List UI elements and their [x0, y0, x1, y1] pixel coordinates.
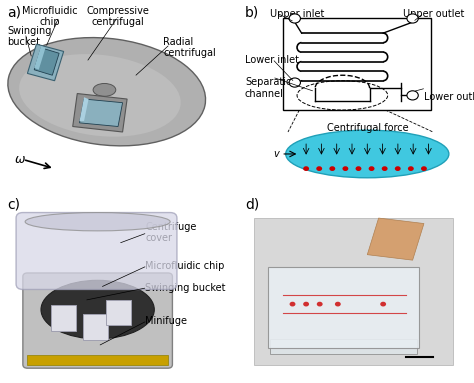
Text: Compressive
centrifugal: Compressive centrifugal [87, 6, 149, 27]
Text: Radial
centrifugal: Radial centrifugal [164, 37, 216, 58]
Polygon shape [34, 48, 59, 75]
Circle shape [329, 166, 335, 171]
Text: Swinging bucket: Swinging bucket [145, 283, 226, 293]
FancyBboxPatch shape [268, 267, 419, 348]
Ellipse shape [19, 54, 181, 137]
Text: Separation
channel: Separation channel [245, 77, 298, 99]
Text: $\omega$: $\omega$ [14, 153, 26, 166]
Circle shape [342, 166, 348, 171]
Circle shape [303, 166, 309, 171]
Text: d): d) [245, 198, 259, 212]
FancyBboxPatch shape [254, 218, 454, 365]
Circle shape [289, 14, 301, 23]
Text: Centrifugal force: Centrifugal force [327, 123, 408, 133]
Circle shape [407, 91, 418, 100]
Text: Upper inlet: Upper inlet [270, 9, 324, 19]
Circle shape [317, 302, 323, 306]
Circle shape [356, 166, 362, 171]
Circle shape [407, 14, 418, 23]
FancyBboxPatch shape [83, 314, 108, 340]
Text: b): b) [245, 6, 259, 20]
Ellipse shape [8, 38, 206, 146]
Ellipse shape [93, 83, 116, 96]
FancyBboxPatch shape [16, 213, 177, 290]
Ellipse shape [286, 130, 449, 178]
FancyBboxPatch shape [270, 339, 417, 354]
Circle shape [335, 302, 341, 306]
FancyBboxPatch shape [27, 355, 168, 365]
Circle shape [289, 78, 301, 87]
Circle shape [369, 166, 374, 171]
Polygon shape [367, 218, 424, 260]
Text: c): c) [7, 198, 20, 212]
Circle shape [408, 166, 414, 171]
Text: Upper outlet: Upper outlet [403, 9, 465, 19]
Circle shape [303, 302, 309, 306]
Circle shape [421, 166, 427, 171]
Polygon shape [73, 93, 127, 132]
FancyBboxPatch shape [23, 273, 173, 368]
Circle shape [316, 166, 322, 171]
Text: Microfluidic
chip: Microfluidic chip [22, 6, 78, 27]
Text: Centrifuge
cover: Centrifuge cover [145, 222, 197, 244]
Ellipse shape [41, 280, 155, 339]
Polygon shape [27, 44, 64, 81]
FancyBboxPatch shape [51, 305, 76, 331]
FancyBboxPatch shape [283, 18, 431, 110]
Text: Minifuge: Minifuge [145, 316, 187, 326]
Circle shape [380, 302, 386, 306]
Text: Microfluidic chip: Microfluidic chip [145, 261, 225, 271]
Text: v: v [274, 149, 280, 159]
Text: Lower outlet: Lower outlet [424, 92, 474, 102]
Circle shape [290, 302, 295, 306]
Polygon shape [80, 97, 89, 121]
Polygon shape [80, 99, 123, 126]
Ellipse shape [25, 213, 170, 231]
Text: a): a) [7, 6, 21, 20]
Circle shape [382, 166, 388, 171]
FancyBboxPatch shape [106, 300, 130, 325]
Polygon shape [34, 46, 46, 70]
Text: Lower inlet: Lower inlet [245, 55, 299, 65]
Circle shape [395, 166, 401, 171]
Text: Swinging
bucket: Swinging bucket [7, 26, 51, 47]
